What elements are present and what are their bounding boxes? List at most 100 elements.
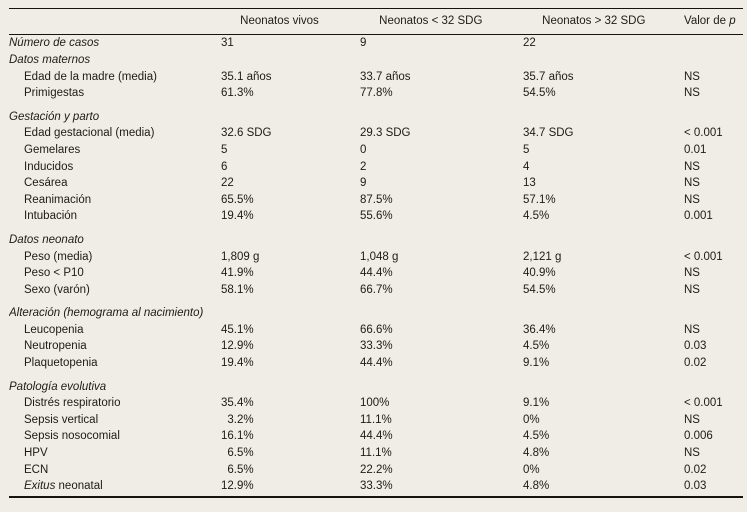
table-row: Alteración (hemograma al nacimiento) bbox=[9, 305, 743, 322]
table-row: ECN 6.5% 22.2% 0% 0.02 bbox=[9, 462, 743, 479]
row-label-cell: Cesárea bbox=[9, 175, 221, 192]
cell-valor-de-p: NS bbox=[684, 413, 700, 426]
cell-neonatos-mayor-32-sdg: 9.1% bbox=[523, 397, 550, 410]
row-label: ECN bbox=[24, 463, 49, 476]
column-header-neonatos-mayor-32-sdg: Neonatos > 32 SDG bbox=[523, 0, 684, 59]
cell-valor-de-p: NS bbox=[684, 87, 700, 100]
row-label-cell: Reanimación bbox=[9, 192, 221, 209]
cell-neonatos-menor-32-sdg: 55.6% bbox=[360, 210, 393, 223]
row-label-italic-prefix: Exitus bbox=[24, 480, 56, 493]
row-label-cell: Datos maternos bbox=[9, 52, 221, 69]
cell-neonatos-mayor-32-sdg: 4.8% bbox=[523, 447, 550, 460]
cell-neonatos-mayor-32-sdg: 0% bbox=[523, 463, 540, 476]
row-label: Neutropenia bbox=[24, 340, 87, 353]
cell-neonatos-vivos: 35.1 años bbox=[221, 70, 272, 83]
cell-neonatos-menor-32-sdg: 0 bbox=[360, 143, 367, 156]
cell-neonatos-vivos: 12.9% bbox=[221, 480, 254, 493]
cell-neonatos-vivos: 32.6 SDG bbox=[221, 127, 272, 140]
top-rule bbox=[9, 8, 743, 10]
cell-valor-de-p: 0.001 bbox=[684, 210, 713, 223]
cell-neonatos-mayor-32-sdg: 5 bbox=[523, 143, 530, 156]
row-label-cell: Datos neonato bbox=[9, 232, 221, 249]
row-label: Sepsis nosocomial bbox=[24, 430, 120, 443]
row-label: Distrés respiratorio bbox=[24, 397, 121, 410]
cell-neonatos-menor-32-sdg: 44.4% bbox=[360, 267, 393, 280]
cell-neonatos-menor-32-sdg: 44.4% bbox=[360, 357, 393, 370]
cell-valor-de-p: NS bbox=[684, 70, 700, 83]
row-label: Cesárea bbox=[24, 177, 68, 190]
cell-valor-de-p: NS bbox=[684, 283, 700, 296]
row-label-cell: Primigestas bbox=[9, 85, 221, 102]
cell-neonatos-vivos: 61.3% bbox=[221, 87, 254, 100]
row-label-cell: Patología evolutiva bbox=[9, 379, 221, 396]
row-label-cell: Gestación y parto bbox=[9, 109, 221, 126]
cell-neonatos-mayor-32-sdg: 4.8% bbox=[523, 480, 550, 493]
cell-neonatos-menor-32-sdg: 66.7% bbox=[360, 283, 393, 296]
cell-valor-de-p: NS bbox=[684, 267, 700, 280]
cell-neonatos-menor-32-sdg: 11.1% bbox=[360, 447, 392, 460]
cell-neonatos-menor-32-sdg: 33.7 años bbox=[360, 70, 411, 83]
row-label: Patología evolutiva bbox=[9, 380, 107, 393]
cell-neonatos-vivos: 31 bbox=[221, 37, 234, 50]
cell-neonatos-mayor-32-sdg: 40.9% bbox=[523, 267, 556, 280]
cell-neonatos-menor-32-sdg: 9 bbox=[360, 37, 367, 50]
cell-neonatos-menor-32-sdg: 2 bbox=[360, 160, 367, 173]
cell-neonatos-menor-32-sdg: 66.6% bbox=[360, 323, 393, 336]
cell-valor-de-p: NS bbox=[684, 177, 700, 190]
table-row: Sepsis nosocomial 16.1% 44.4% 4.5% 0.006 bbox=[9, 428, 743, 445]
table-row: Leucopenia 45.1% 66.6% 36.4% NS bbox=[9, 322, 743, 339]
cell-neonatos-mayor-32-sdg: 4 bbox=[523, 160, 530, 173]
cell-neonatos-vivos: 12.9% bbox=[221, 340, 254, 353]
row-label-cell: Intubación bbox=[9, 208, 221, 225]
column-header-label: Neonatos > 32 SDG bbox=[542, 15, 646, 28]
cell-valor-de-p: 0.02 bbox=[684, 357, 707, 370]
cell-neonatos-vivos: 19.4% bbox=[221, 357, 254, 370]
row-label: Peso < P10 bbox=[24, 267, 84, 280]
cell-neonatos-vivos: 65.5% bbox=[221, 193, 254, 206]
row-label-cell: Edad de la madre (media) bbox=[9, 69, 221, 86]
row-label: Datos maternos bbox=[9, 53, 91, 66]
table-row: Peso < P10 41.9% 44.4% 40.9% NS bbox=[9, 265, 743, 282]
table-container: Neonatos vivos Neonatos < 32 SDG Neonato… bbox=[0, 8, 747, 512]
cell-neonatos-menor-32-sdg: 44.4% bbox=[360, 430, 393, 443]
bottom-rule bbox=[9, 495, 743, 499]
cell-neonatos-mayor-32-sdg: 4.5% bbox=[523, 430, 550, 443]
cell-neonatos-menor-32-sdg: 1,048 g bbox=[360, 250, 399, 263]
table-row: Gemelares 5 0 5 0.01 bbox=[9, 142, 743, 159]
row-label: Sexo (varón) bbox=[24, 283, 90, 296]
cell-neonatos-vivos: 3.2% bbox=[221, 413, 254, 426]
cell-neonatos-vivos: 1,809 g bbox=[221, 250, 260, 263]
column-header-neonatos-menor-32-sdg: Neonatos < 32 SDG bbox=[360, 0, 523, 59]
column-header-label-italic-p: p bbox=[729, 15, 736, 28]
cell-neonatos-mayor-32-sdg: 34.7 SDG bbox=[523, 127, 574, 140]
row-label: Leucopenia bbox=[24, 323, 84, 336]
row-label: Edad gestacional (media) bbox=[24, 127, 155, 140]
row-label: Datos neonato bbox=[9, 233, 84, 246]
column-header-neonatos-vivos: Neonatos vivos bbox=[221, 0, 360, 59]
cell-neonatos-mayor-32-sdg: 54.5% bbox=[523, 87, 556, 100]
row-label-cell: ECN bbox=[9, 462, 221, 479]
table-row: Exitus neonatal 12.9% 33.3% 4.8% 0.03 bbox=[9, 478, 743, 495]
column-header-label: Neonatos vivos bbox=[240, 15, 319, 28]
cell-neonatos-mayor-32-sdg: 22 bbox=[523, 37, 536, 50]
row-label-cell: Sexo (varón) bbox=[9, 282, 221, 299]
row-label: Gemelares bbox=[24, 143, 81, 156]
cell-neonatos-mayor-32-sdg: 4.5% bbox=[523, 340, 550, 353]
row-label-cell: Plaquetopenia bbox=[9, 355, 221, 372]
table-row: Reanimación 65.5% 87.5% 57.1% NS bbox=[9, 192, 743, 209]
row-label-cell: Edad gestacional (media) bbox=[9, 125, 221, 142]
table-row: HPV 6.5% 11.1% 4.8% NS bbox=[9, 445, 743, 462]
cell-neonatos-mayor-32-sdg: 35.7 años bbox=[523, 70, 574, 83]
cell-valor-de-p: NS bbox=[684, 447, 700, 460]
row-label: Plaquetopenia bbox=[24, 357, 98, 370]
row-label: Reanimación bbox=[24, 193, 92, 206]
cell-neonatos-vivos: 6 bbox=[221, 160, 228, 173]
table-row: Sepsis vertical 3.2% 11.1% 0% NS bbox=[9, 412, 743, 429]
row-label-cell: Peso (media) bbox=[9, 249, 221, 266]
header-rule bbox=[9, 34, 743, 36]
table-body: Número de casos 31 9 22 Datos maternos E… bbox=[9, 35, 743, 494]
row-label: Peso (media) bbox=[24, 250, 93, 263]
row-label: Sepsis vertical bbox=[24, 413, 99, 426]
row-label-cell: Inducidos bbox=[9, 159, 221, 176]
cell-neonatos-menor-32-sdg: 11.1% bbox=[360, 413, 392, 426]
